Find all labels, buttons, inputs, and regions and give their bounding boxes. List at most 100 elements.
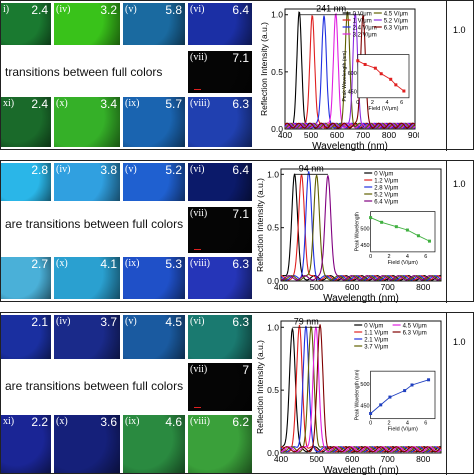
tile-label: (x)	[56, 98, 68, 109]
tile-label: (viii)	[190, 258, 210, 269]
image-tile: (viii) 6.3	[188, 97, 252, 147]
x-tick-label: 800	[416, 454, 430, 464]
inset-point	[427, 239, 431, 243]
legend-entry: 4.5 V/μm	[403, 324, 427, 330]
spectrum-line	[280, 324, 442, 453]
inset-point	[379, 72, 383, 76]
inset-y-label: Peak Wavelength (nm)	[355, 369, 361, 420]
image-tile: (vii) 7.1	[188, 51, 252, 93]
legend-entry: 0 V/μm	[364, 324, 383, 330]
image-tile: (iv) 3.2	[54, 3, 120, 45]
x-tick-label: 600	[330, 130, 344, 140]
y-axis-label: Reflection Intensity (a.u.)	[259, 22, 269, 116]
tile-value: 6.3	[232, 315, 249, 329]
legend-entry: 0 V/μm	[374, 172, 393, 178]
spectrum-line	[284, 14, 416, 129]
tile-value: 2.2	[31, 415, 48, 429]
tile-label: xi)	[3, 98, 15, 109]
panel-2: 2.8 (iv) 3.8 (v) 5.2 (vi) 6.4 are transitio…	[0, 160, 474, 303]
tile-label: (x)	[56, 258, 68, 269]
spectrum-line	[281, 175, 442, 281]
tile-value: 7.1	[232, 51, 249, 65]
inset-x-tick-label: 2	[387, 421, 390, 427]
tile-value: 3.7	[100, 315, 117, 329]
tile-label: (vi)	[190, 4, 205, 15]
tile-label: (x)	[56, 416, 68, 427]
inset-y-tick-label: 450	[348, 90, 357, 96]
tile-value: 2.7	[31, 257, 48, 271]
x-tick-label: 500	[309, 454, 323, 464]
right-axis-fragment: 1.0	[446, 313, 474, 475]
inset-point	[369, 216, 373, 220]
image-tile: (vi) 6.4	[188, 3, 252, 45]
x-tick-label: 800	[416, 282, 430, 292]
image-tile: (v) 5.8	[123, 3, 185, 45]
tile-value: 2.8	[31, 163, 48, 177]
y-axis-label: Reflection Intensity (a.u.)	[255, 340, 265, 434]
inset-x-label: Field (V/μm)	[388, 260, 418, 266]
inset-y-tick-label: 450	[360, 243, 369, 249]
inset-x-tick-label: 6	[424, 254, 427, 260]
x-tick-label: 600	[345, 454, 359, 464]
reflection-chart: 400 500 600 700 800 900 0.0 0.5 1.0 Wavelength (n…	[259, 4, 419, 151]
x-tick-label: 900	[408, 130, 419, 140]
image-tile: (iv) 3.8	[54, 163, 120, 201]
image-tile: (vi) 6.3	[188, 315, 252, 359]
image-tile: (ix) 5.7	[123, 97, 185, 147]
x-tick-label: 600	[345, 282, 359, 292]
spectrum-line	[280, 174, 442, 281]
scale-bar	[194, 406, 201, 408]
tile-label: xi)	[3, 416, 15, 427]
legend-entry: 1 V/μm	[353, 19, 372, 25]
annotation-label: 94 nm	[299, 163, 324, 173]
tile-value: 5.2	[165, 163, 182, 177]
x-tick-label: 700	[381, 282, 395, 292]
spectrum-line	[284, 13, 415, 129]
inset-x-tick-label: 0	[369, 421, 372, 427]
tile-value: 2.4	[31, 3, 48, 17]
inset-y-tick-label: 500	[360, 382, 369, 388]
inset-point	[363, 62, 367, 66]
tile-value: 5.3	[165, 257, 182, 271]
inset-point	[410, 383, 414, 387]
tile-label: (ix)	[125, 416, 140, 427]
x-axis-label: Wavelength (nm)	[312, 141, 388, 151]
inset-y-tick-label: 600	[348, 71, 357, 77]
x-tick-label: 700	[356, 130, 370, 140]
tile-value: 5.8	[165, 3, 182, 17]
x-tick-label: 500	[304, 130, 318, 140]
tile-value: 3.8	[100, 163, 117, 177]
inset-line	[370, 217, 430, 242]
inset-x-tick-label: 2	[371, 100, 374, 106]
panel-caption: are transitions between full colors	[5, 379, 184, 393]
inset-frame	[370, 370, 436, 420]
image-tile: (viii) 6.3	[188, 257, 252, 299]
spectrum-line	[280, 328, 442, 453]
legend-entry: 5.2 V/μm	[384, 19, 408, 25]
inset-frame	[357, 54, 410, 99]
image-tile: (vii) 7	[188, 363, 252, 411]
spectrum-line	[284, 15, 415, 129]
legend-entry: 1.1 V/μm	[364, 331, 388, 337]
x-tick-label: 400	[278, 130, 292, 140]
inset-point	[403, 389, 407, 393]
legend-entry: 6.3 V/μm	[384, 26, 408, 32]
tile-value: 6.4	[232, 163, 249, 177]
legend-entry: 2.4 V/μm	[353, 26, 377, 32]
spectrum-line	[280, 324, 442, 453]
spectrum-line	[284, 15, 416, 129]
y-tick-label: 0.5	[271, 67, 283, 77]
x-axis-label: Wavelength (nm)	[323, 293, 399, 303]
inset-x-tick-label: 0	[369, 254, 372, 260]
legend-entry: 1.2 V/μm	[374, 179, 398, 185]
image-tile: i) 2.4	[1, 3, 51, 45]
tile-value: 7.1	[232, 207, 249, 221]
inset-point	[369, 411, 373, 415]
legend-entry: 4.5 V/μm	[384, 12, 408, 18]
legend-entry: 6.4 V/μm	[374, 200, 398, 206]
tile-label: (v)	[125, 316, 137, 327]
image-tile: (v) 4.5	[123, 315, 185, 359]
x-tick-label: 400	[274, 454, 288, 464]
inset-point	[373, 66, 377, 70]
tile-value: 3.6	[100, 415, 117, 429]
